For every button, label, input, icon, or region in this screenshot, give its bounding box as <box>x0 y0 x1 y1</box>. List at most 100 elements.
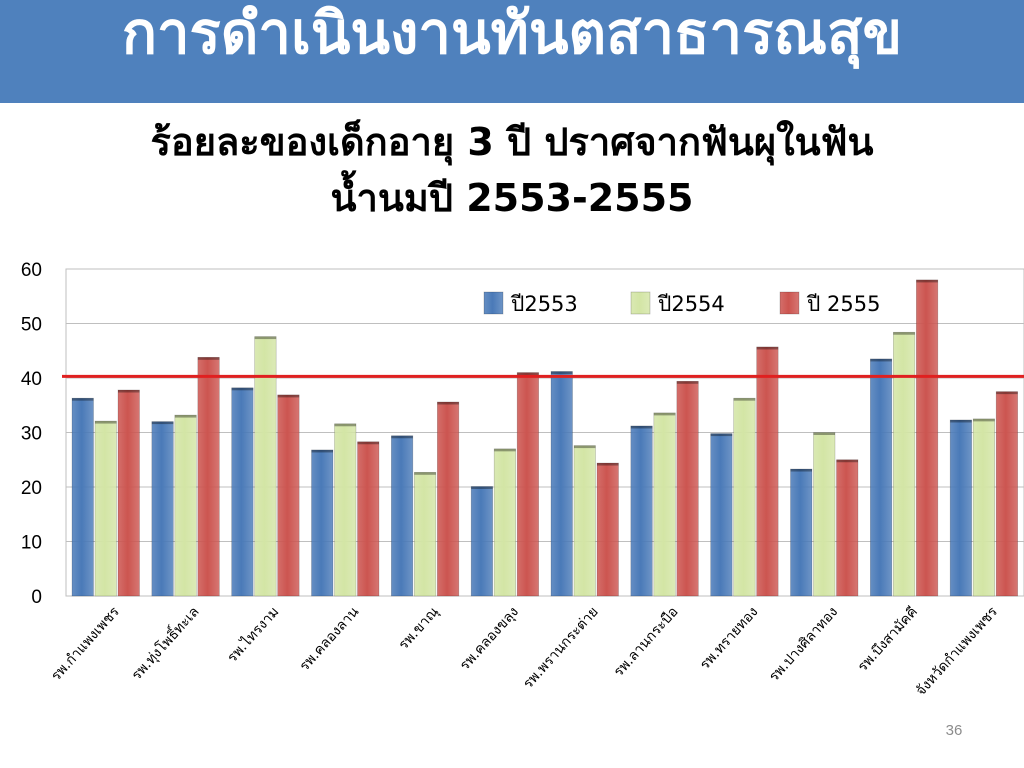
bar <box>277 394 300 597</box>
header-title: การดำเนินงานทันตสาธารณสุข <box>121 0 903 67</box>
bar-cap <box>950 419 972 423</box>
chart-title-line2: น้ำนมปี 2553-2555 <box>330 176 694 220</box>
bar-cap <box>197 357 220 360</box>
bar <box>197 356 220 597</box>
bar <box>437 401 460 597</box>
bar <box>550 371 573 597</box>
bar <box>756 346 779 597</box>
chart-title: ร้อยละของเด็กอายุ 3 ปี ปราศจากฟันผุในฟัน… <box>0 114 1024 226</box>
category-label: รพ.ไทรงาม <box>224 603 283 666</box>
bar <box>151 421 174 597</box>
bar-cap <box>733 398 756 401</box>
bar-cap <box>471 486 493 489</box>
bar-cap <box>574 445 596 449</box>
bar-cap <box>95 421 117 424</box>
bar-cap <box>870 358 892 362</box>
y-tick-label: 60 <box>21 260 42 281</box>
bar-cap <box>118 389 140 393</box>
bar <box>790 468 813 597</box>
bar <box>516 372 539 597</box>
bar-cap <box>813 432 835 435</box>
bar <box>94 420 117 597</box>
bar <box>916 279 939 597</box>
bar <box>414 471 437 597</box>
y-tick-label: 20 <box>21 478 42 499</box>
bar <box>949 419 972 597</box>
bar <box>174 414 197 597</box>
bar-cap <box>254 336 277 340</box>
bar-cap <box>996 391 1018 395</box>
bar <box>231 387 254 597</box>
bar-cap <box>653 412 676 416</box>
bar <box>573 445 596 597</box>
bar <box>391 435 414 597</box>
legend-swatch <box>483 291 504 315</box>
bar-cap <box>391 435 413 439</box>
bar <box>676 380 699 597</box>
chart-title-line1: ร้อยละของเด็กอายุ 3 ปี ปราศจากฟันผุในฟัน <box>150 120 874 164</box>
bar-cap <box>893 332 915 335</box>
bar <box>334 423 357 597</box>
y-tick-label: 30 <box>21 424 42 445</box>
bar-cap <box>973 418 995 422</box>
bar-cap <box>311 449 333 453</box>
bar <box>254 336 277 597</box>
bar-cap <box>414 472 436 475</box>
bar <box>470 486 493 597</box>
bar-cap <box>357 441 379 445</box>
bar <box>813 432 836 597</box>
slide-number: 36 <box>945 722 963 739</box>
bar <box>653 412 676 597</box>
bar <box>995 391 1018 597</box>
y-tick-label: 50 <box>21 315 42 336</box>
bar-cap <box>174 415 197 418</box>
bar-cap <box>151 421 174 425</box>
bar-cap <box>836 459 858 463</box>
bar <box>972 418 995 597</box>
bar <box>357 441 380 597</box>
bar-cap <box>710 433 733 437</box>
bar-cap <box>630 425 653 429</box>
category-label: รพ.ทุ่งโพธิ์ทะเล <box>126 602 202 684</box>
y-tick-label: 0 <box>31 587 42 608</box>
bar-cap <box>334 423 356 427</box>
bar-cap <box>437 401 459 405</box>
category-label: รพ.คลองขลุง <box>457 604 522 674</box>
category-label: รพ.บึงสามัคคี <box>855 604 921 675</box>
bar-cap <box>277 394 300 398</box>
bar-cap <box>231 387 254 391</box>
bar-cap <box>916 279 938 283</box>
header-band: การดำเนินงานทันตสาธารณสุข <box>0 0 1024 103</box>
bar-cap <box>676 381 699 384</box>
bar <box>733 397 756 597</box>
bar-cap <box>72 398 94 401</box>
bar <box>630 425 653 597</box>
bar-cap <box>597 463 619 466</box>
category-label: รพ.ทรายทอง <box>697 604 761 673</box>
legend-label: ปี 2555 <box>806 292 880 316</box>
category-label: รพ.ลานกระบือ <box>611 604 682 680</box>
bar <box>870 358 893 597</box>
category-label: รพ.ปางศิลาทอง <box>766 604 841 685</box>
category-label: รพ.พรานกระต่าย <box>520 604 602 692</box>
bar <box>117 389 140 597</box>
category-label: รพ.คลองลาน <box>297 604 363 675</box>
bar-cap <box>551 371 573 374</box>
bar <box>893 331 916 597</box>
bar <box>493 448 516 597</box>
bar <box>311 449 334 597</box>
y-tick-label: 10 <box>21 533 42 554</box>
bar <box>71 397 94 597</box>
category-label: รพ.ขาณุ <box>396 604 442 653</box>
bar-cap <box>517 372 539 376</box>
bar <box>836 459 859 597</box>
bar <box>710 433 733 597</box>
bar-cap <box>494 448 516 452</box>
category-label: รพ.กำแพงเพชร <box>48 604 123 685</box>
legend-swatch <box>779 291 800 315</box>
y-tick-label: 40 <box>21 369 42 390</box>
bar-cap <box>790 469 812 472</box>
bar-cap <box>756 346 779 350</box>
bar <box>596 462 619 597</box>
